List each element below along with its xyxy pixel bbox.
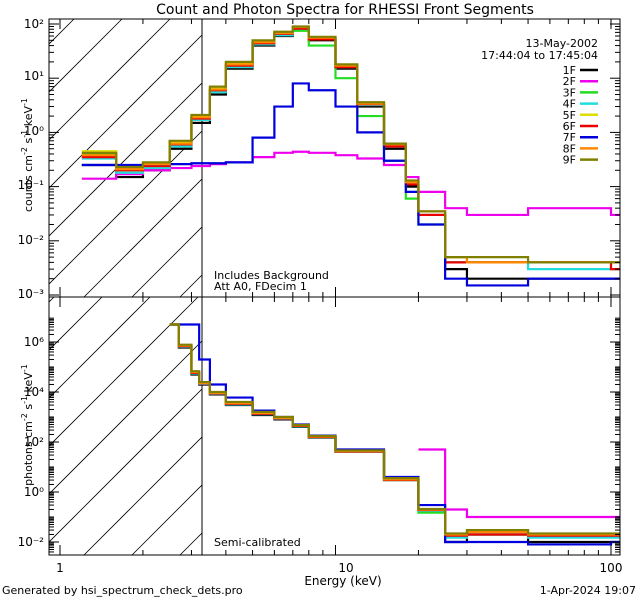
x-tick-label: 1 xyxy=(56,561,64,575)
y-tick-label: 10⁻¹ xyxy=(18,178,45,192)
hatch-line xyxy=(49,19,219,189)
counts-y-axis-label: counts cm-2 s-1 keV-1 xyxy=(20,98,35,212)
hatch-line xyxy=(49,297,151,399)
series-9f xyxy=(169,323,620,535)
hatch-mask xyxy=(202,297,620,555)
counts-y-tick-labels: 10² 10¹ 10⁰ 10⁻¹ 10⁻² 10⁻³ xyxy=(18,17,45,301)
x-tick-label: 10 xyxy=(338,561,353,575)
y-tick-label: 10² xyxy=(24,435,44,449)
hatch-line xyxy=(49,297,103,351)
x-tick-label: 100 xyxy=(600,561,623,575)
photon-spectra-series xyxy=(169,323,620,546)
semi-calibrated-annotation: Semi-calibrated xyxy=(214,536,301,549)
legend-label: 2F xyxy=(563,75,576,88)
legend-label: 9F xyxy=(563,154,576,167)
observation-time-range: 17:44:04 to 17:45:04 xyxy=(481,49,598,62)
legend-label: 3F xyxy=(563,86,576,99)
x-axis-label: Energy (keV) xyxy=(304,574,381,588)
hatch-line xyxy=(49,19,75,45)
attenuator-annotation: Att A0, FDecim 1 xyxy=(214,280,307,293)
hatch-line xyxy=(49,19,171,141)
x-tick-labels: 1 10 100 xyxy=(56,561,622,575)
y-tick-label: 10⁶ xyxy=(24,335,44,349)
y-tick-label: 10⁻³ xyxy=(18,287,45,301)
y-tick-label: 10⁰ xyxy=(24,485,44,499)
background-annotation: Includes Background xyxy=(214,269,329,282)
y-tick-label: 10¹ xyxy=(24,69,44,83)
observation-date: 13-May-2002 xyxy=(526,37,598,50)
series-2f xyxy=(81,150,620,217)
hatch-line xyxy=(49,19,123,93)
legend-label: 5F xyxy=(563,109,576,122)
chart-title: Count and Photon Spectra for RHESSI Fron… xyxy=(156,2,534,18)
photons-y-axis-label: photons cm-2 s-1 keV-1 xyxy=(20,364,35,486)
photons-y-tick-labels: 10⁶ 10⁴ 10² 10⁰ 10⁻² xyxy=(18,335,45,549)
legend-label: 1F xyxy=(563,64,576,77)
hatch-line xyxy=(0,297,6,555)
legend-label: 4F xyxy=(563,98,576,111)
series-9f xyxy=(81,25,620,264)
hatch-region-bottom xyxy=(0,297,620,555)
axis-ticks xyxy=(49,19,620,555)
legend-label: 8F xyxy=(563,142,576,155)
hatch-line xyxy=(49,297,199,447)
y-tick-label: 10² xyxy=(24,17,44,31)
legend-label: 6F xyxy=(563,120,576,133)
generator-credit: Generated by hsi_spectrum_check_dets.pro xyxy=(2,584,243,597)
legend-label: 7F xyxy=(563,131,576,144)
y-tick-label: 10⁰ xyxy=(24,124,44,138)
series-2f xyxy=(418,448,620,519)
generation-timestamp: 1-Apr-2024 19:07 xyxy=(540,584,636,597)
photons-panel-frame xyxy=(48,296,621,556)
series-7f xyxy=(81,82,620,287)
y-tick-label: 10⁻² xyxy=(18,233,45,247)
count-spectra-series xyxy=(81,25,620,287)
y-tick-label: 10⁻² xyxy=(18,535,45,549)
y-tick-label: 10⁴ xyxy=(24,385,44,399)
